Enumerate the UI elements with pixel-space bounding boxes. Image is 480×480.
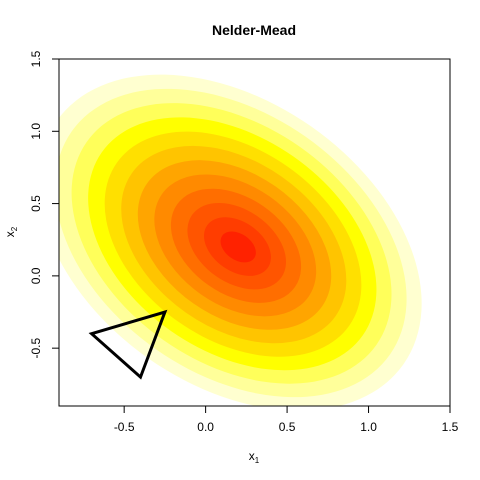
x-tick-label: 0.0 [197,420,214,434]
x-tick-label: 1.0 [360,420,377,434]
chart-title: Nelder-Mead [212,22,296,38]
y-axis-label: x2 [3,226,19,237]
plot-frame [58,58,451,407]
y-tick-label: 1.5 [29,50,43,67]
y-axis-label-sub: 2 [10,226,19,231]
x-tick-label: -0.5 [114,420,135,434]
x-tick-label: 1.5 [442,420,459,434]
x-tick-label: 0.5 [279,420,296,434]
x-axis-label-base: x [249,449,255,463]
x-axis-label-sub: 1 [255,456,260,465]
y-tick-label: 0.5 [29,195,43,212]
x-axis-label: x1 [249,449,260,465]
y-tick-label: 1.0 [29,123,43,140]
simplex-triangle [88,309,168,380]
y-axis: -0.5 0.0 0.5 1.0 1.5 [29,50,59,359]
y-tick-label: -0.5 [29,338,43,359]
x-axis: -0.5 0.0 0.5 1.0 1.5 [114,406,459,434]
contour-band-12 [220,231,256,263]
contour-surface [59,74,422,406]
y-tick-label: 0.0 [29,267,43,284]
y-axis-label-base: x [3,231,17,237]
